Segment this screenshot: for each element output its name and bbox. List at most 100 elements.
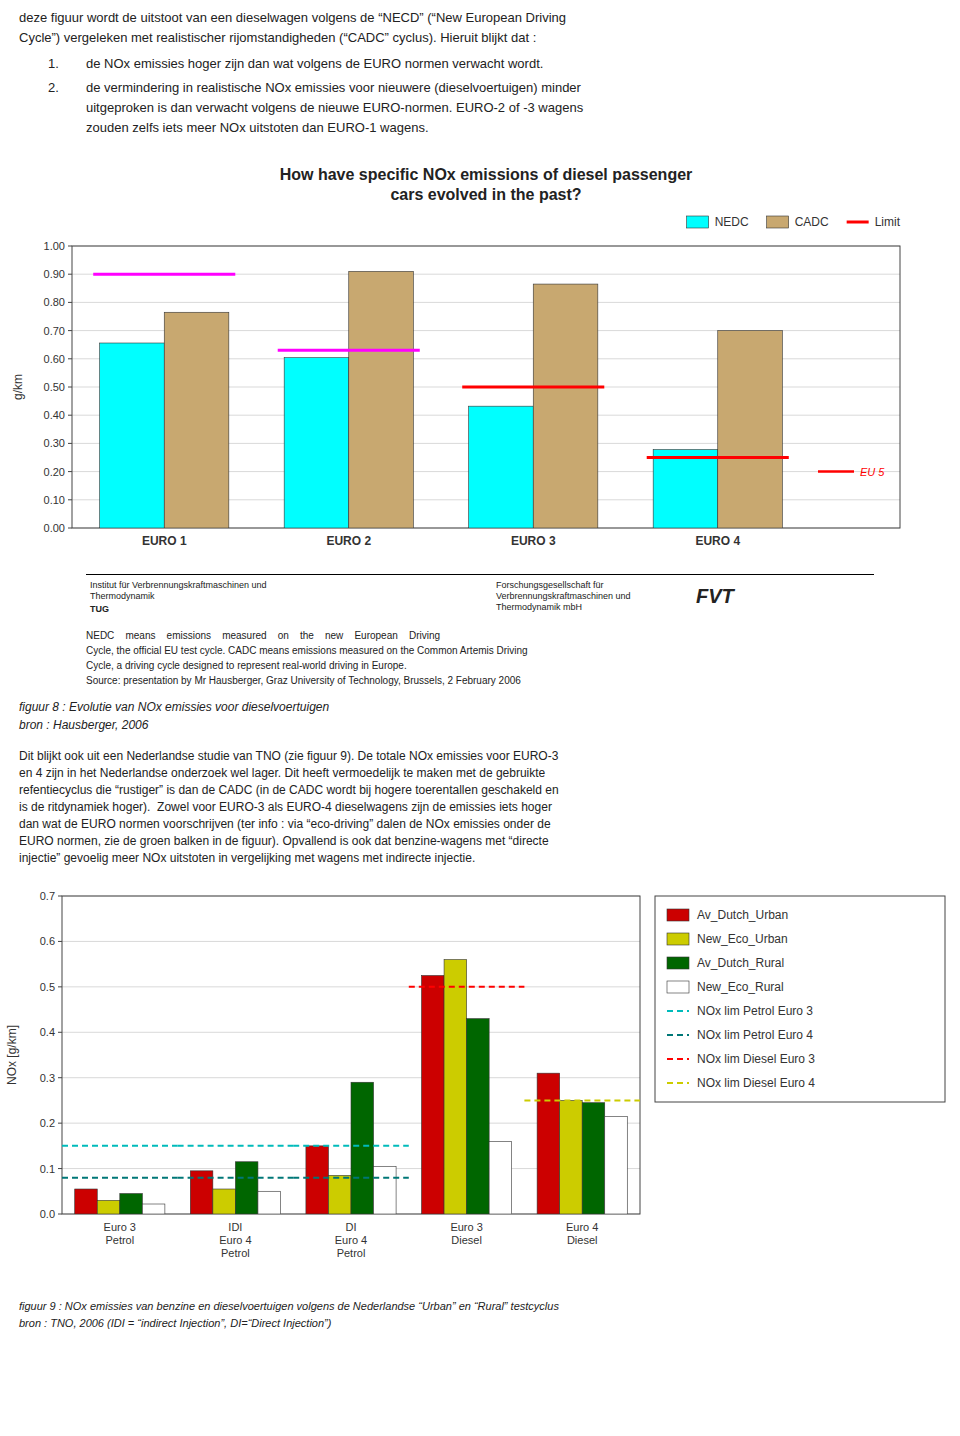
limit-line — [462, 386, 604, 389]
legend-swatch — [847, 221, 869, 224]
legend: Av_Dutch_UrbanNew_Eco_UrbanAv_Dutch_Rura… — [655, 896, 945, 1102]
y-tick-label: 0.30 — [44, 437, 65, 449]
bar — [97, 1200, 120, 1214]
y-tick-label: 0.4 — [40, 1026, 55, 1038]
y-tick-label: 0.10 — [44, 494, 65, 506]
legend-swatch — [667, 957, 689, 969]
y-tick-label: 0.00 — [44, 522, 65, 534]
text-line: Diesel — [567, 1234, 598, 1246]
x-tick-label: IDIEuro 4Petrol — [219, 1221, 251, 1259]
legend-swatch — [667, 1058, 689, 1060]
y-tick-label: 0.80 — [44, 296, 65, 308]
limit-line — [62, 1177, 178, 1179]
limit-line — [62, 1145, 178, 1147]
footer-text: Thermodynamik — [90, 591, 155, 601]
text-line: Petrol — [105, 1234, 134, 1246]
bar — [718, 331, 783, 528]
bar — [533, 284, 598, 528]
y-tick-label: 0.5 — [40, 981, 55, 993]
legend-swatch — [667, 909, 689, 921]
legend-label: NOx lim Diesel Euro 4 — [697, 1076, 815, 1090]
limit-line — [178, 1177, 294, 1179]
x-tick-label: Euro 3Petrol — [104, 1221, 136, 1246]
plot-frame — [62, 896, 640, 1214]
y-tick-label: 0.90 — [44, 268, 65, 280]
legend-label: NEDC — [715, 215, 749, 229]
text-line: Petrol — [221, 1247, 250, 1259]
y-tick-label: 1.00 — [44, 240, 65, 252]
chart-title: How have specific NOx emissions of diese… — [280, 166, 693, 203]
bullet-text: de NOx emissies hoger zijn dan wat volge… — [86, 56, 543, 71]
y-axis-label: NOx [g/km] — [5, 1025, 19, 1085]
description-text: Cycle, the official EU test cycle. CADC … — [86, 645, 528, 656]
legend: NEDCCADCLimit — [687, 215, 901, 229]
text-line: Petrol — [337, 1247, 366, 1259]
bar — [306, 1146, 329, 1214]
bar — [467, 1019, 490, 1214]
chart: 0.000.100.200.300.400.500.600.700.800.90… — [0, 158, 960, 568]
legend-swatch — [667, 1082, 689, 1084]
y-tick-label: 0.2 — [40, 1117, 55, 1129]
limit-line — [93, 273, 235, 276]
footer: Institut für Verbrennungskraftmaschinen … — [86, 574, 874, 621]
y-tick — [68, 387, 72, 388]
description-text: NEDC means emissions measured on the new… — [86, 630, 440, 641]
y-tick-label: 0.40 — [44, 409, 65, 421]
y-tick-label: 0.70 — [44, 325, 65, 337]
bar — [489, 1141, 512, 1214]
text-line: Euro 3 — [450, 1221, 482, 1233]
bar — [75, 1189, 98, 1214]
grid-line — [72, 274, 900, 275]
y-tick — [68, 330, 72, 331]
bullet-text: de vermindering in realistische NOx emis… — [86, 80, 581, 95]
bar — [560, 1100, 583, 1214]
bar — [328, 1175, 351, 1214]
legend-swatch — [667, 1010, 689, 1012]
caption-source: bron : TNO, 2006 (IDI = “indirect Inject… — [19, 1317, 331, 1329]
bullet-text: uitgeproken is dan verwacht volgens de n… — [86, 100, 583, 115]
limit-line — [409, 986, 525, 988]
y-axis-label: g/km — [11, 374, 25, 400]
text-line: EURO 4 — [695, 534, 740, 548]
bar — [213, 1189, 236, 1214]
text-line: EURO 2 — [326, 534, 371, 548]
y-tick-label: 0.60 — [44, 353, 65, 365]
y-tick — [58, 1077, 62, 1078]
text-line: How have specific NOx emissions of diese… — [280, 166, 693, 183]
y-tick-label: 0.3 — [40, 1072, 55, 1084]
y-tick-label: 0.7 — [40, 890, 55, 902]
y-tick-label: 0.1 — [40, 1163, 55, 1175]
annotation-label: EU 5 — [860, 466, 885, 478]
footer-logo: FVT — [696, 585, 734, 608]
legend-label: NOx lim Diesel Euro 3 — [697, 1052, 815, 1066]
bar — [469, 406, 534, 528]
y-tick — [68, 246, 72, 247]
text-line: DI — [346, 1221, 357, 1233]
legend-swatch — [687, 216, 709, 228]
description-text: Source: presentation by Mr Hausberger, G… — [86, 675, 521, 686]
legend-swatch — [667, 933, 689, 945]
legend-label: Av_Dutch_Urban — [697, 908, 788, 922]
y-tick — [68, 415, 72, 416]
page: deze figuur wordt de uitstoot van een di… — [0, 0, 960, 1436]
y-tick — [68, 443, 72, 444]
y-tick — [68, 358, 72, 359]
text-line: IDI — [228, 1221, 242, 1233]
bar — [349, 271, 414, 528]
x-tick-label: DIEuro 4Petrol — [335, 1221, 367, 1259]
y-tick — [68, 302, 72, 303]
grid-line — [62, 941, 640, 942]
y-tick — [58, 1168, 62, 1169]
y-tick-label: 0.6 — [40, 935, 55, 947]
y-tick — [68, 471, 72, 472]
footer-text: Forschungsgesellschaft für — [496, 580, 604, 590]
bar — [164, 312, 229, 528]
intro-text: deze figuur wordt de uitstoot van een di… — [19, 10, 566, 25]
x-tick-label: EURO 1 — [142, 534, 187, 548]
text-line: EURO 1 — [142, 534, 187, 548]
caption: figuur 9 : NOx emissies van benzine en d… — [19, 1300, 559, 1312]
bullet-number: 1. — [48, 56, 59, 71]
legend-label: Limit — [875, 215, 901, 229]
grid-line — [62, 986, 640, 987]
y-tick — [58, 941, 62, 942]
